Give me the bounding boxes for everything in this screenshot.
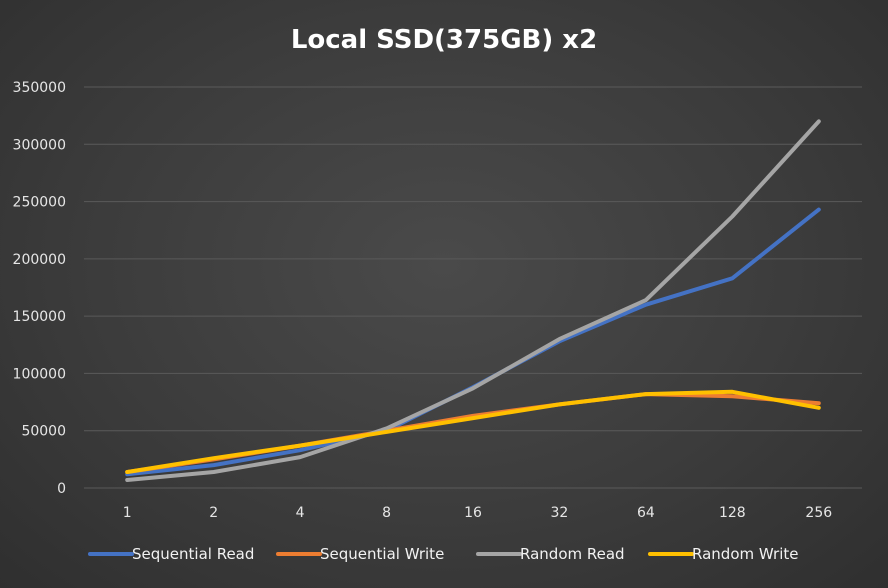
gridlines — [84, 86, 862, 489]
x-tick-label: 1 — [123, 505, 132, 521]
legend: Sequential Read Sequential Write Random Re… — [88, 545, 798, 563]
y-axis-ticks: 0 50000 100000 150000 200000 250000 300000 3500… — [13, 80, 66, 497]
y-tick-label: 50000 — [21, 424, 66, 440]
y-tick-label: 150000 — [13, 309, 66, 325]
legend-label: Sequential Read — [132, 545, 254, 563]
legend-label: Random Write — [692, 545, 798, 563]
legend-label: Sequential Write — [320, 545, 444, 563]
x-axis-ticks: 1 2 4 8 16 32 64 128 256 — [123, 505, 832, 521]
legend-item: Random Read — [476, 545, 625, 563]
y-tick-label: 250000 — [13, 195, 66, 211]
y-tick-label: 300000 — [13, 137, 66, 153]
x-tick-label: 256 — [805, 505, 832, 521]
legend-item: Sequential Read — [88, 545, 254, 563]
series-lines — [125, 119, 821, 482]
legend-label: Random Read — [520, 545, 625, 563]
series-line-sequential-read — [125, 207, 821, 477]
x-tick-label: 32 — [551, 505, 569, 521]
legend-item: Sequential Write — [276, 545, 444, 563]
y-tick-label: 350000 — [13, 80, 66, 96]
x-tick-label: 128 — [719, 505, 746, 521]
x-tick-label: 8 — [382, 505, 391, 521]
series-line-random-write — [125, 389, 821, 474]
y-tick-label: 0 — [57, 481, 66, 497]
x-tick-label: 64 — [637, 505, 655, 521]
chart-title: Local SSD(375GB) x2 — [291, 25, 597, 55]
y-tick-label: 100000 — [13, 366, 66, 382]
x-tick-label: 2 — [209, 505, 218, 521]
y-tick-label: 200000 — [13, 252, 66, 268]
x-tick-label: 16 — [464, 505, 482, 521]
x-tick-label: 4 — [296, 505, 305, 521]
legend-item: Random Write — [648, 545, 798, 563]
series-line-random-read — [125, 119, 821, 482]
